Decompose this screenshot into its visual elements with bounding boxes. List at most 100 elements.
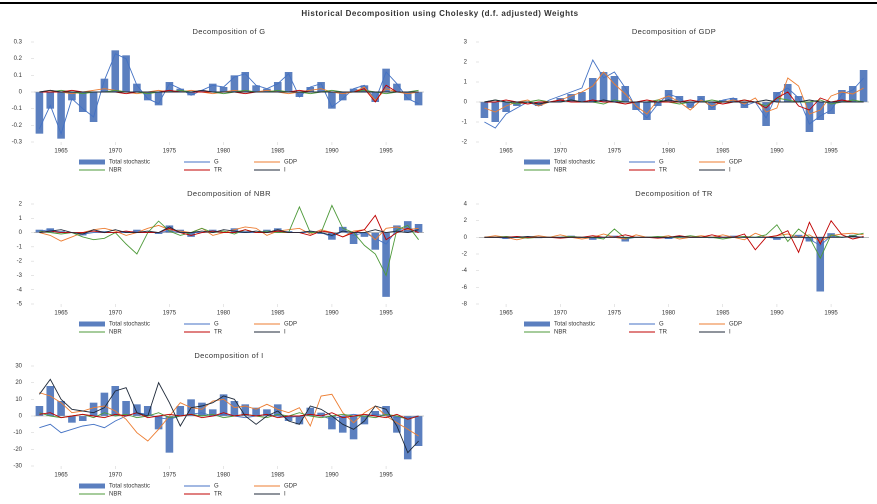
- bar: [393, 416, 401, 433]
- bar: [338, 226, 347, 233]
- bar: [154, 416, 163, 430]
- bar: [578, 92, 586, 102]
- x-tick-label: 1965: [499, 311, 513, 317]
- bar: [317, 232, 325, 234]
- legend-swatch: [524, 321, 550, 327]
- y-tick-label: 0.1: [14, 73, 23, 79]
- y-tick-label: -10: [13, 430, 22, 436]
- y-tick-label: 10: [15, 397, 22, 403]
- bar: [284, 416, 293, 421]
- x-tick-label: 1990: [325, 149, 339, 155]
- series-line: [484, 99, 864, 105]
- y-tick-label: -4: [462, 268, 468, 274]
- legend-label: TR: [214, 330, 223, 336]
- legend-label: Total stochastic: [554, 160, 595, 166]
- bar: [122, 401, 130, 416]
- bar: [686, 102, 695, 108]
- panel-title: Decomposition of I: [194, 351, 263, 360]
- bar: [111, 386, 120, 416]
- bar: [284, 72, 293, 92]
- bar: [382, 232, 390, 297]
- legend-label: Total stochastic: [109, 484, 150, 490]
- y-tick-label: 0: [464, 100, 468, 106]
- bar: [414, 416, 423, 446]
- legend-label: Total stochastic: [109, 322, 150, 328]
- y-tick-label: -2: [462, 140, 468, 146]
- legend-label: TR: [659, 330, 668, 336]
- y-tick-label: -1: [17, 244, 23, 250]
- y-tick-label: -2: [17, 259, 23, 265]
- series-line: [39, 412, 419, 434]
- bar: [143, 406, 152, 416]
- bar: [78, 416, 87, 421]
- y-tick-label: -0.2: [12, 123, 23, 129]
- x-tick-label: 1990: [325, 473, 339, 479]
- bar: [588, 78, 597, 102]
- x-tick-label: 1980: [217, 149, 231, 155]
- bar: [46, 228, 55, 233]
- bar: [230, 401, 239, 416]
- x-tick-label: 1965: [54, 311, 68, 317]
- bar: [382, 406, 390, 416]
- x-tick-label: 1985: [271, 311, 285, 317]
- legend-label: TR: [214, 168, 223, 174]
- legend-label: GDP: [729, 160, 742, 166]
- legend-label: NBR: [109, 492, 122, 498]
- x-tick-label: 1995: [824, 311, 838, 317]
- x-tick-label: 1975: [163, 311, 177, 317]
- series-line: [484, 58, 864, 129]
- bar: [838, 90, 846, 102]
- bar: [143, 92, 152, 101]
- y-tick-label: -20: [13, 447, 22, 453]
- bar: [187, 92, 195, 96]
- x-tick-label: 1995: [379, 473, 393, 479]
- y-tick-label: -8: [462, 302, 468, 308]
- x-tick-label: 1985: [716, 149, 730, 155]
- legend-label: G: [659, 160, 664, 166]
- bar: [317, 82, 325, 92]
- bar: [567, 94, 575, 102]
- bar: [328, 232, 336, 240]
- x-tick-label: 1995: [824, 149, 838, 155]
- legend-label: NBR: [109, 330, 122, 336]
- bar: [643, 102, 651, 120]
- bar: [414, 92, 423, 106]
- bar: [78, 92, 87, 112]
- bar: [610, 76, 619, 102]
- bar: [46, 92, 55, 109]
- page-title: Historical Decomposition using Cholesky …: [301, 9, 578, 18]
- x-tick-label: 1980: [662, 311, 676, 317]
- y-tick-label: -30: [13, 464, 22, 470]
- y-tick-label: -0.1: [12, 106, 23, 112]
- bar: [46, 386, 55, 416]
- bar: [165, 416, 174, 453]
- bar: [360, 416, 369, 425]
- bar: [306, 407, 315, 416]
- series-line: [39, 89, 419, 93]
- panel-title: Decomposition of GDP: [632, 27, 716, 36]
- y-tick-label: 0: [19, 414, 23, 420]
- bar: [393, 225, 401, 233]
- bar: [154, 92, 163, 106]
- legend-label: TR: [214, 492, 223, 498]
- legend-label: G: [214, 322, 219, 328]
- x-tick-label: 1970: [109, 473, 123, 479]
- y-tick-label: -3: [17, 273, 23, 279]
- bar: [403, 416, 412, 460]
- x-tick-label: 1995: [379, 311, 393, 317]
- bar: [273, 228, 282, 233]
- y-tick-label: 2: [19, 202, 23, 208]
- bar: [241, 404, 250, 416]
- legend-label: Total stochastic: [109, 160, 150, 166]
- x-tick-label: 1990: [770, 311, 784, 317]
- legend-label: I: [729, 168, 731, 174]
- y-tick-label: 0: [19, 230, 23, 236]
- bar: [599, 72, 608, 102]
- bar: [816, 237, 825, 292]
- y-tick-label: 3: [464, 40, 468, 46]
- panel-title: Decomposition of NBR: [187, 189, 271, 198]
- bar: [295, 92, 304, 97]
- bar: [328, 416, 336, 430]
- legend-label: GDP: [284, 322, 297, 328]
- bar: [252, 407, 260, 416]
